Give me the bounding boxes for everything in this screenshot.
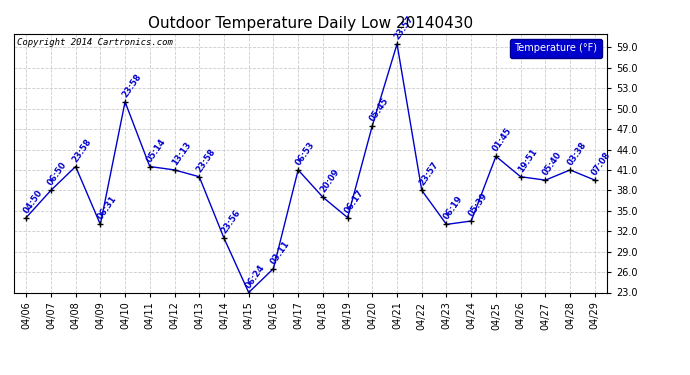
Text: 23:56: 23:56: [219, 208, 242, 235]
Text: 20:09: 20:09: [318, 168, 341, 194]
Text: Copyright 2014 Cartronics.com: Copyright 2014 Cartronics.com: [17, 38, 172, 46]
Text: 07:08: 07:08: [590, 151, 613, 177]
Text: 05:40: 05:40: [541, 150, 564, 177]
Legend: Temperature (°F): Temperature (°F): [510, 39, 602, 58]
Text: 06:24: 06:24: [244, 262, 267, 290]
Text: 01:45: 01:45: [491, 126, 514, 153]
Text: 06:50: 06:50: [46, 160, 69, 188]
Text: 03:11: 03:11: [269, 239, 291, 266]
Text: 23:58: 23:58: [195, 147, 217, 174]
Text: 23:57: 23:57: [417, 160, 440, 188]
Text: 06:19: 06:19: [442, 195, 464, 222]
Text: 05:45: 05:45: [368, 96, 391, 123]
Text: 13:13: 13:13: [170, 140, 193, 167]
Text: 19:51: 19:51: [516, 147, 539, 174]
Text: 05:39: 05:39: [466, 191, 489, 218]
Text: 23:58: 23:58: [71, 137, 94, 164]
Text: 23:58: 23:58: [121, 72, 143, 99]
Title: Outdoor Temperature Daily Low 20140430: Outdoor Temperature Daily Low 20140430: [148, 16, 473, 31]
Text: 06:17: 06:17: [343, 188, 366, 215]
Text: 06:31: 06:31: [96, 195, 119, 222]
Text: 05:14: 05:14: [145, 136, 168, 164]
Text: 23:57: 23:57: [393, 14, 415, 41]
Text: 03:38: 03:38: [566, 140, 588, 167]
Text: 06:53: 06:53: [293, 140, 316, 167]
Text: 04:50: 04:50: [21, 188, 44, 215]
